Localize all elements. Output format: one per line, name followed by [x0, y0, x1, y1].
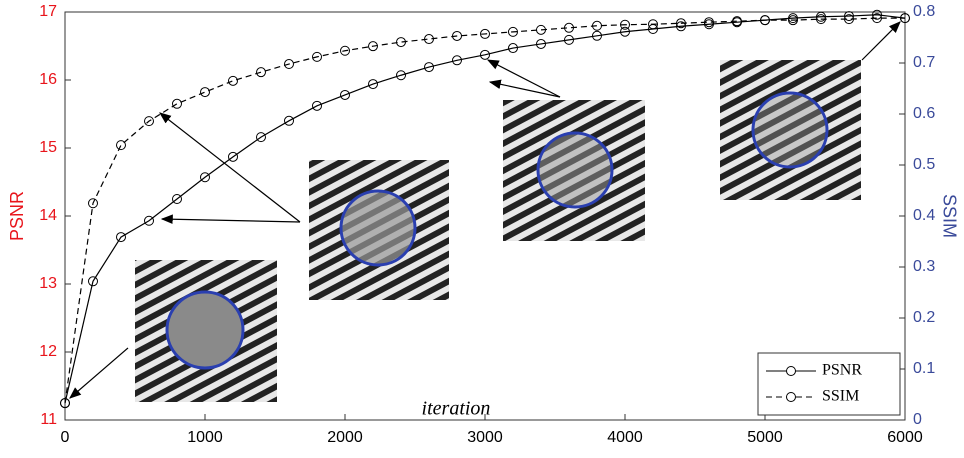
inset-circle — [341, 191, 415, 265]
y-tick-label: 16 — [39, 71, 57, 88]
y2-tick-label: 0.6 — [913, 105, 935, 122]
x-tick-label: 6000 — [887, 429, 923, 446]
arrow — [488, 60, 560, 97]
arrow — [490, 82, 560, 97]
y-tick-label: 14 — [39, 207, 57, 224]
inset-circle — [753, 93, 827, 167]
x-axis-label: iteration — [422, 398, 491, 420]
legend-label: PSNR — [822, 362, 862, 379]
x-tick-label: 1000 — [187, 429, 223, 446]
y-tick-label: 13 — [39, 275, 57, 292]
point-marker — [229, 76, 238, 85]
y2-tick-label: 0.3 — [913, 258, 935, 275]
y-tick-label: 15 — [39, 139, 57, 156]
arrow — [160, 113, 300, 222]
y2-tick-label: 0.5 — [913, 156, 935, 173]
insets — [135, 60, 861, 402]
y-tick-label: 12 — [39, 343, 57, 360]
y-tick-label: 17 — [39, 3, 57, 20]
x-tick-label: 2000 — [327, 429, 363, 446]
arrow — [70, 348, 128, 398]
point-marker — [201, 88, 210, 97]
point-marker — [173, 99, 182, 108]
x-tick-label: 3000 — [467, 429, 503, 446]
arrow — [162, 219, 300, 222]
x-tick-label: 4000 — [607, 429, 643, 446]
legend-marker — [787, 393, 796, 402]
y2-axis-label: SSIM — [939, 194, 959, 238]
y2-tick-label: 0.7 — [913, 54, 935, 71]
legend-marker — [787, 367, 796, 376]
y-axis-label: PSNR — [7, 191, 27, 241]
legend-label: SSIM — [822, 388, 859, 405]
chart: PSNR SSIM iteration 0 1000 2000 3000 4000 500… — [0, 0, 964, 458]
inset-circle — [538, 133, 612, 207]
y-tick-label: 11 — [40, 411, 57, 428]
x-tick-label: 5000 — [747, 429, 783, 446]
y2-tick-label: 0.2 — [913, 309, 935, 326]
y2-tick-label: 0 — [913, 411, 922, 428]
y2-tick-label: 0.4 — [913, 207, 935, 224]
y2-tick-label: 0.1 — [913, 360, 935, 377]
y2-tick-label: 0.8 — [913, 3, 935, 20]
arrow — [862, 22, 900, 60]
point-marker — [117, 141, 126, 150]
inset-circle — [167, 292, 243, 368]
legend: PSNR SSIM — [758, 353, 900, 415]
point-marker — [257, 68, 266, 77]
x-tick-label: 0 — [61, 429, 70, 446]
